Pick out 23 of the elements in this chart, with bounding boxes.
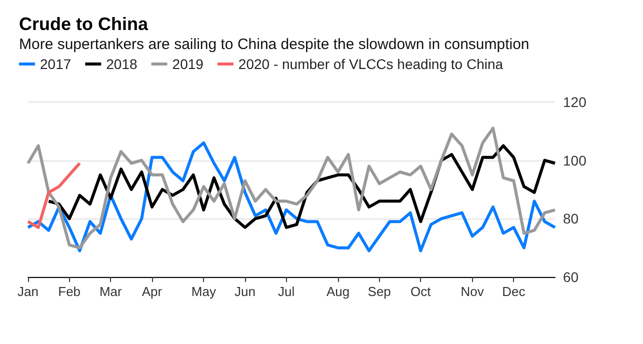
legend-label: 2020 - number of VLCCs heading to China <box>238 56 504 72</box>
x-tick-label: Feb <box>58 284 81 299</box>
legend-label: 2019 <box>172 56 204 72</box>
x-tick-label: Jun <box>234 284 256 299</box>
x-tick-label: Nov <box>460 284 484 299</box>
chart-subtitle: More supertankers are sailing to China despite the slowdown in consumption <box>19 36 530 53</box>
x-tick-label: Mar <box>99 284 123 299</box>
x-tick-label: Oct <box>410 284 432 299</box>
x-tick-label: Jul <box>278 284 295 299</box>
legend-label: 2017 <box>40 56 72 72</box>
x-tick-label: Apr <box>142 284 163 299</box>
y-tick-label: 60 <box>563 269 579 285</box>
x-tick-label: Aug <box>326 284 350 299</box>
x-tick-label: Jan <box>18 284 38 299</box>
y-tick-label: 80 <box>563 210 579 227</box>
x-tick-label: Dec <box>502 284 526 299</box>
x-tick-label: May <box>191 284 216 299</box>
y-tick-label: 120 <box>563 94 587 110</box>
chart-title: Crude to China <box>19 14 149 34</box>
line-series <box>26 162 82 229</box>
legend-label: 2018 <box>106 56 138 72</box>
x-tick-label: Sep <box>368 284 391 299</box>
y-tick-label: 100 <box>563 152 587 168</box>
